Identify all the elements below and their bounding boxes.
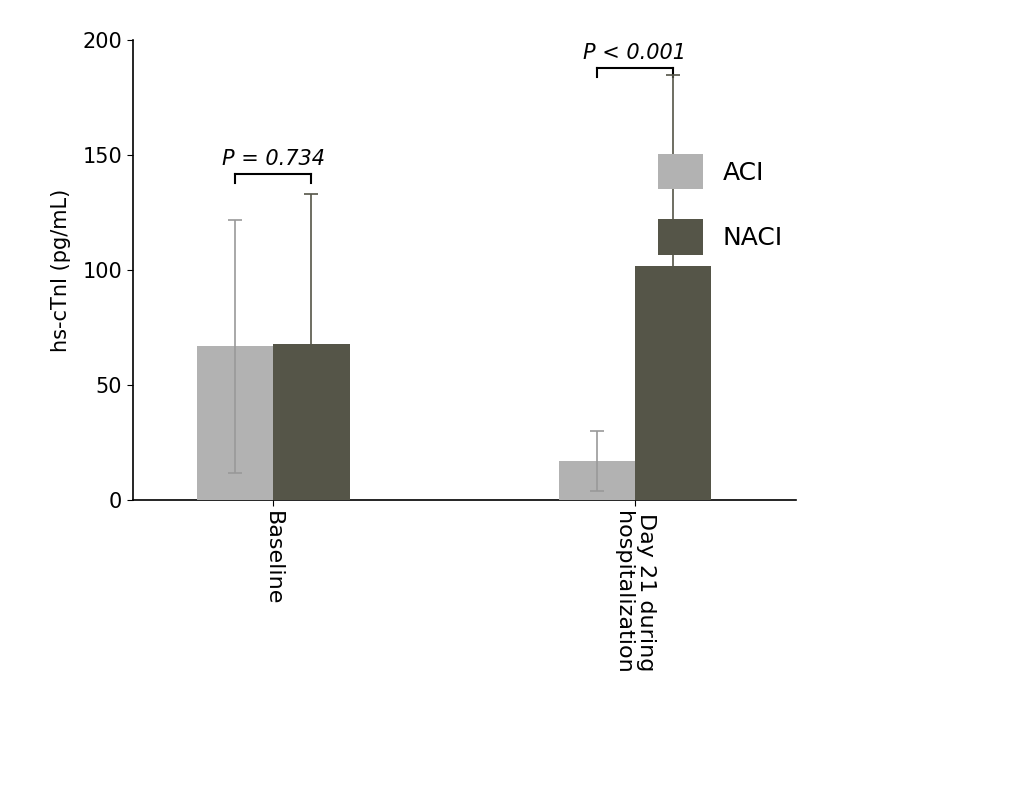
Bar xyxy=(558,462,634,500)
Bar xyxy=(273,344,350,500)
Bar xyxy=(197,346,273,500)
Legend: ACI, NACI: ACI, NACI xyxy=(657,154,783,255)
Text: P < 0.001: P < 0.001 xyxy=(583,44,686,64)
Y-axis label: hs-cTnI (pg/mL): hs-cTnI (pg/mL) xyxy=(51,189,71,352)
Text: P = 0.734: P = 0.734 xyxy=(221,149,324,169)
Bar xyxy=(634,266,710,500)
